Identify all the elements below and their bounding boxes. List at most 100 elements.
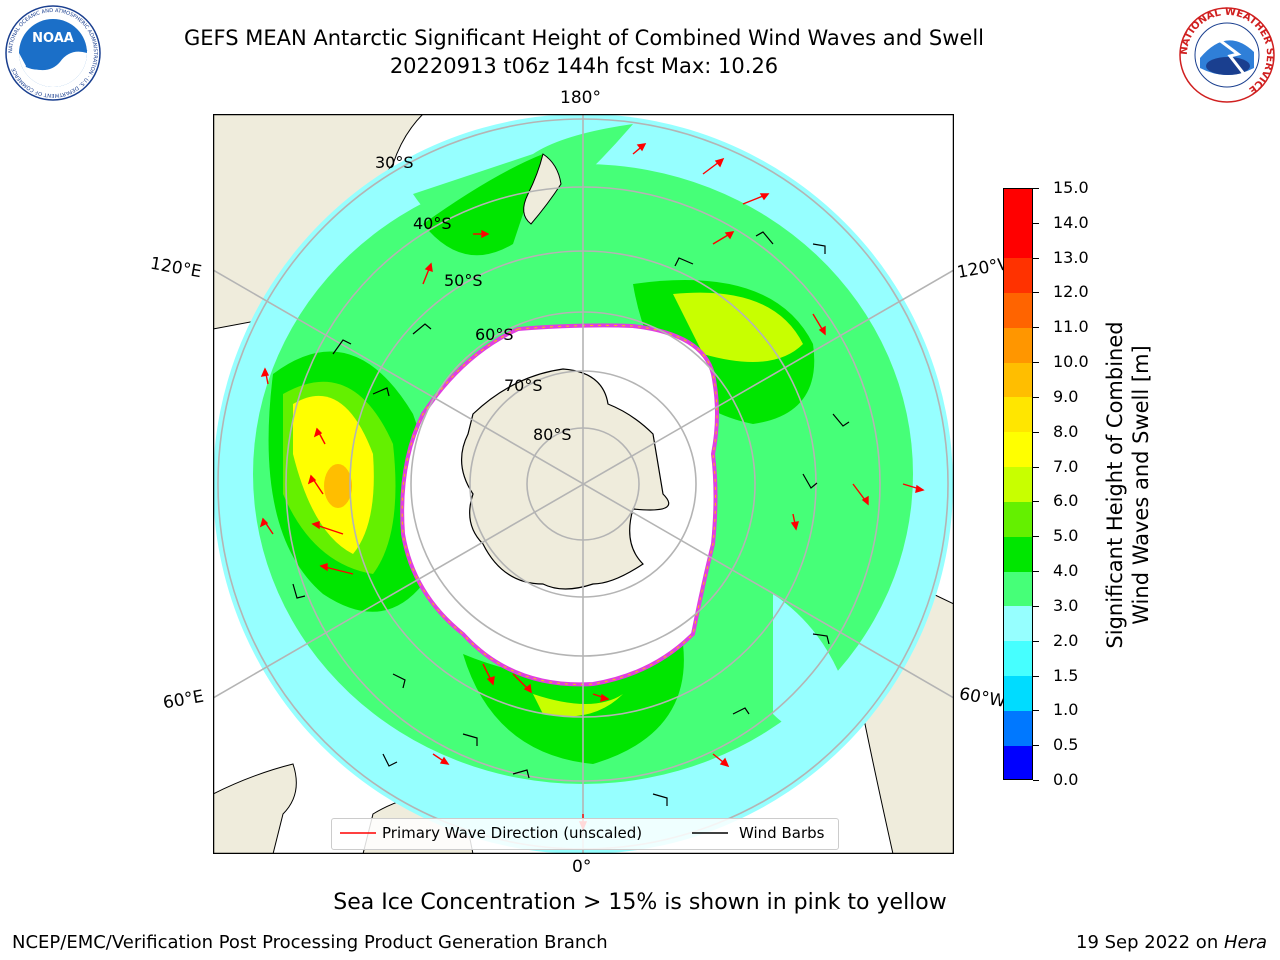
footer-date: 19 Sep 2022 on Hera — [1076, 932, 1267, 953]
colorbar-tick-label: 10.0 — [1053, 352, 1089, 372]
field-10m-peak — [324, 464, 352, 508]
colorbar-border — [1003, 188, 1033, 780]
wave-arrow — [902, 483, 925, 493]
meridian-60e-120w — [213, 269, 954, 699]
wind-barb — [812, 243, 826, 254]
colorbar — [1003, 188, 1033, 781]
africa-land — [213, 763, 297, 854]
colorbar-tick-mark — [1033, 188, 1039, 189]
colorbar-tick-label: 12.0 — [1053, 282, 1089, 302]
wind-barb — [412, 323, 432, 335]
colorbar-tick-mark — [1033, 501, 1039, 503]
wave-arrow — [259, 517, 274, 535]
colorbar-tick-mark — [1033, 466, 1039, 468]
antarctica-land — [460, 368, 670, 590]
wave-arrow — [852, 483, 869, 506]
map-border — [213, 114, 954, 854]
colorbar-tick-mark — [1033, 292, 1039, 294]
wind-barb — [812, 633, 830, 645]
field-6m-south — [533, 694, 623, 717]
colorbar-segment — [1003, 396, 1033, 433]
colorbar-tick-mark — [1033, 536, 1039, 538]
wave-direction-arrows — [259, 143, 925, 831]
wave-arrow — [742, 193, 770, 205]
polar-map — [213, 114, 954, 854]
colorbar-tick-mark — [1033, 745, 1039, 747]
lat-label-50s: 50°S — [444, 271, 483, 290]
colorbar-segment — [1003, 466, 1033, 502]
wave-arrow — [422, 262, 433, 285]
footer-credit: NCEP/EMC/Verification Post Processing Pr… — [12, 932, 608, 953]
lat-label-80s: 80°S — [533, 425, 572, 444]
colorbar-tick-mark — [1033, 605, 1039, 607]
colorbar-tick-label: 7.0 — [1053, 456, 1079, 476]
wave-arrow — [482, 663, 495, 686]
wind-barb-legend-swatch — [692, 832, 728, 834]
colorbar-tick-mark — [1033, 640, 1039, 642]
footer-host: Hera — [1223, 932, 1267, 953]
colorbar-label-line2: Wind Waves and Swell [m] — [1129, 345, 1153, 625]
colorbar-segment — [1003, 536, 1033, 572]
wind-barb — [674, 257, 694, 267]
colorbar-segment — [1003, 675, 1033, 711]
wave-arrow — [512, 673, 532, 694]
colorbar-segment — [1003, 292, 1033, 328]
wind-barb — [382, 753, 398, 767]
wave-arrow — [702, 157, 725, 175]
colorbar-segment — [1003, 745, 1033, 781]
noaa-logo: NOAA NATIONAL OCEANIC AND ATMOSPHERIC AD… — [5, 5, 101, 101]
colorbar-segment — [1003, 362, 1033, 398]
colorbar-label-line1: Significant Height of Combined — [1103, 321, 1127, 649]
colorbar-tick-mark — [1033, 571, 1039, 573]
lat-label-70s: 70°S — [504, 376, 543, 395]
wave-arrow — [432, 753, 450, 765]
wind-barb — [652, 793, 668, 806]
colorbar-tick-mark — [1033, 362, 1039, 364]
colorbar-tick-label: 13.0 — [1053, 247, 1089, 267]
colorbar-tick-mark — [1033, 327, 1039, 329]
colorbar-tick-label: 14.0 — [1053, 212, 1089, 232]
wind-barb — [832, 413, 850, 427]
colorbar-tick-label: 11.0 — [1053, 317, 1089, 337]
colorbar-segment — [1003, 640, 1033, 677]
colorbar-tick-mark — [1033, 710, 1039, 712]
sea-ice-edge-yellow — [401, 324, 718, 685]
wind-barb — [292, 583, 306, 599]
colorbar-tick-mark — [1033, 431, 1039, 433]
lon-label-0: 0° — [572, 857, 592, 877]
colorbar-tick-label: 0.5 — [1053, 735, 1079, 755]
wind-barb-legend-label: Wind Barbs — [739, 824, 825, 842]
colorbar-segment — [1003, 501, 1033, 537]
wind-barb — [332, 339, 352, 355]
colorbar-segment — [1003, 222, 1033, 259]
lat-label-60s: 60°S — [475, 325, 514, 344]
chart-subtitle: 20220913 t06z 144h fcst Max: 10.26 — [389, 54, 779, 78]
colorbar-tick-label: 9.0 — [1053, 386, 1079, 406]
wave-arrow — [812, 313, 826, 336]
field-2m-southeast — [773, 594, 853, 734]
lon-label-120e: 120°E — [148, 253, 204, 283]
colorbar-segment — [1003, 431, 1033, 468]
wave-arrow — [712, 753, 730, 768]
colorbar-tick-label: 8.0 — [1053, 421, 1079, 441]
wave-arrow — [313, 427, 326, 445]
wind-barb — [462, 733, 478, 746]
wind-barb — [802, 473, 818, 489]
wave-direction-legend-swatch — [340, 832, 376, 834]
lat-label-40s: 40°S — [413, 214, 452, 233]
colorbar-tick-mark — [1033, 257, 1039, 259]
colorbar-tick-label: 4.0 — [1053, 561, 1079, 581]
colorbar-tick-label: 1.5 — [1053, 665, 1079, 685]
wave-arrow — [712, 231, 735, 245]
colorbar-tick-mark — [1033, 675, 1039, 677]
colorbar-segment — [1003, 571, 1033, 607]
lon-label-60e: 60°E — [161, 686, 206, 714]
colorbar-tick-mark — [1033, 222, 1039, 224]
wind-barb — [755, 231, 774, 245]
colorbar-segment — [1003, 327, 1033, 363]
colorbar-tick-label: 5.0 — [1053, 526, 1079, 546]
wave-arrow — [473, 229, 490, 239]
colorbar-tick-mark — [1033, 780, 1039, 781]
wind-barb — [512, 769, 530, 779]
wave-arrow — [592, 693, 610, 702]
